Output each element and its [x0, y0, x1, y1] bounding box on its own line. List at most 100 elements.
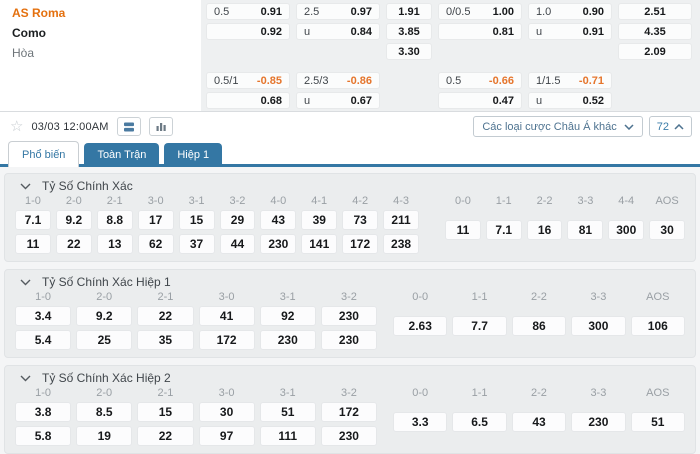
- odds-button[interactable]: 300: [608, 220, 645, 240]
- odds-button[interactable]: 141: [301, 234, 338, 254]
- odds-button[interactable]: 15: [178, 210, 215, 230]
- odds-button[interactable]: 7.1: [15, 210, 51, 230]
- score-header: AOS: [646, 387, 670, 399]
- section-header[interactable]: Tỷ Số Chính Xác Hiệp 2: [15, 369, 685, 387]
- odds-button[interactable]: 230: [259, 330, 316, 350]
- odds-button[interactable]: 3.8: [15, 402, 72, 422]
- score-group-wins: 1-0 2-0 2-1 3-0 3-1 3-2 3.4 9.2 22 41 92 230 5.4 25…: [15, 291, 377, 350]
- section-header[interactable]: Tỷ Số Chính Xác Hiệp 1: [15, 273, 685, 291]
- odds-cell[interactable]: 0.5 -0.66: [438, 72, 522, 89]
- odds-button[interactable]: 5.4: [15, 330, 72, 350]
- odds-button[interactable]: 172: [198, 330, 255, 350]
- odds-button[interactable]: 35: [137, 330, 194, 350]
- odds-cell[interactable]: 1.91: [386, 3, 432, 20]
- odds-button[interactable]: 86: [511, 316, 567, 336]
- odds-button[interactable]: 51: [259, 402, 316, 422]
- odds-button[interactable]: 172: [320, 402, 377, 422]
- odds-cell[interactable]: 2.09: [618, 43, 692, 60]
- score-header: 2-0: [96, 387, 113, 399]
- tab-label: Toàn Trận: [97, 149, 147, 161]
- odds-cell[interactable]: 1/1.5 -0.71: [528, 72, 612, 89]
- odds-button[interactable]: 8.5: [76, 402, 133, 422]
- odds-button[interactable]: 7.1: [485, 220, 522, 240]
- market-count-button[interactable]: 72: [648, 116, 692, 137]
- odds-cell[interactable]: u 0.67: [296, 92, 380, 109]
- odds-button[interactable]: 106: [630, 316, 685, 336]
- odds-button[interactable]: 41: [198, 306, 255, 326]
- odds-button[interactable]: 9.2: [76, 306, 133, 326]
- odds-button[interactable]: 37: [178, 234, 215, 254]
- odds-cell[interactable]: 0.68: [206, 92, 290, 109]
- odds-button[interactable]: 73: [342, 210, 379, 230]
- odds-cell[interactable]: u 0.84: [296, 23, 380, 40]
- odds-button[interactable]: 238: [383, 234, 419, 254]
- odds-cell[interactable]: 0.5/1 -0.85: [206, 72, 290, 89]
- odds-button[interactable]: 30: [649, 220, 685, 240]
- odds-cell[interactable]: 0.81: [438, 23, 522, 40]
- odds-button[interactable]: 11: [445, 220, 481, 240]
- odds-button[interactable]: 22: [55, 234, 92, 254]
- odds-cell[interactable]: 3.30: [386, 43, 432, 60]
- odds-button[interactable]: 230: [320, 426, 377, 446]
- odds-button[interactable]: 230: [260, 234, 297, 254]
- odds-button[interactable]: 43: [511, 412, 567, 432]
- odds-button[interactable]: 22: [137, 426, 194, 446]
- empty-cell: [438, 43, 522, 60]
- odds-cell[interactable]: 1.0 0.90: [528, 3, 612, 20]
- market-type-dropdown[interactable]: Các loại cược Châu Á khác: [473, 116, 643, 137]
- section-header[interactable]: Tỷ Số Chính Xác: [15, 177, 685, 195]
- odds-button[interactable]: 39: [301, 210, 338, 230]
- odds-cell[interactable]: 0/0.5 1.00: [438, 3, 522, 20]
- odds-button[interactable]: 5.8: [15, 426, 72, 446]
- odds-button[interactable]: 230: [320, 306, 377, 326]
- odds-button[interactable]: 230: [571, 412, 626, 432]
- tab-popular[interactable]: Phổ biến: [8, 141, 80, 167]
- odds-cell[interactable]: u 0.91: [528, 23, 612, 40]
- odds-button[interactable]: 6.5: [452, 412, 507, 432]
- odds-button[interactable]: 30: [198, 402, 255, 422]
- odds-cell[interactable]: 2.5 0.97: [296, 3, 380, 20]
- odds-button[interactable]: 13: [96, 234, 133, 254]
- odds-cell[interactable]: 3.85: [386, 23, 432, 40]
- odds-button[interactable]: 3.4: [15, 306, 72, 326]
- odds-button[interactable]: 43: [260, 210, 297, 230]
- odds-button[interactable]: 2.63: [393, 316, 448, 336]
- odds-button[interactable]: 211: [383, 210, 419, 230]
- odds-button[interactable]: 7.7: [452, 316, 507, 336]
- odds-button[interactable]: 17: [137, 210, 174, 230]
- odds-cell[interactable]: 0.5 0.91: [206, 3, 290, 20]
- odds-cell[interactable]: u 0.52: [528, 92, 612, 109]
- odds-cell[interactable]: 2.5/3 -0.86: [296, 72, 380, 89]
- odds-button[interactable]: 16: [526, 220, 563, 240]
- odds-button[interactable]: 81: [567, 220, 604, 240]
- odds-button[interactable]: 92: [259, 306, 316, 326]
- odds-button[interactable]: 8.8: [96, 210, 133, 230]
- team-home: AS Roma: [12, 6, 66, 20]
- view-toggle-button[interactable]: [116, 117, 141, 136]
- tab-first-half[interactable]: Hiệp 1: [164, 143, 223, 167]
- odds-button[interactable]: 300: [571, 316, 626, 336]
- odds-button[interactable]: 62: [137, 234, 174, 254]
- tab-full-match[interactable]: Toàn Trận: [84, 143, 160, 167]
- odds-button[interactable]: 3.3: [393, 412, 448, 432]
- odds-button[interactable]: 172: [342, 234, 379, 254]
- odds-button[interactable]: 29: [219, 210, 256, 230]
- score-header: 3-0: [218, 291, 235, 303]
- odds-cell[interactable]: 4.35: [618, 23, 692, 40]
- stats-button[interactable]: [148, 117, 173, 136]
- odds-button[interactable]: 97: [198, 426, 255, 446]
- odds-button[interactable]: 11: [15, 234, 51, 254]
- odds-button[interactable]: 9.2: [55, 210, 92, 230]
- odds-cell[interactable]: 2.51: [618, 3, 692, 20]
- odds-cell[interactable]: 0.47: [438, 92, 522, 109]
- odds-button[interactable]: 230: [320, 330, 377, 350]
- odds-button[interactable]: 51: [630, 412, 685, 432]
- favorite-star-icon[interactable]: ☆: [10, 118, 24, 135]
- odds-cell[interactable]: 0.92: [206, 23, 290, 40]
- odds-button[interactable]: 19: [76, 426, 133, 446]
- odds-button[interactable]: 111: [259, 426, 316, 446]
- odds-button[interactable]: 15: [137, 402, 194, 422]
- odds-button[interactable]: 25: [76, 330, 133, 350]
- odds-button[interactable]: 22: [137, 306, 194, 326]
- odds-button[interactable]: 44: [219, 234, 256, 254]
